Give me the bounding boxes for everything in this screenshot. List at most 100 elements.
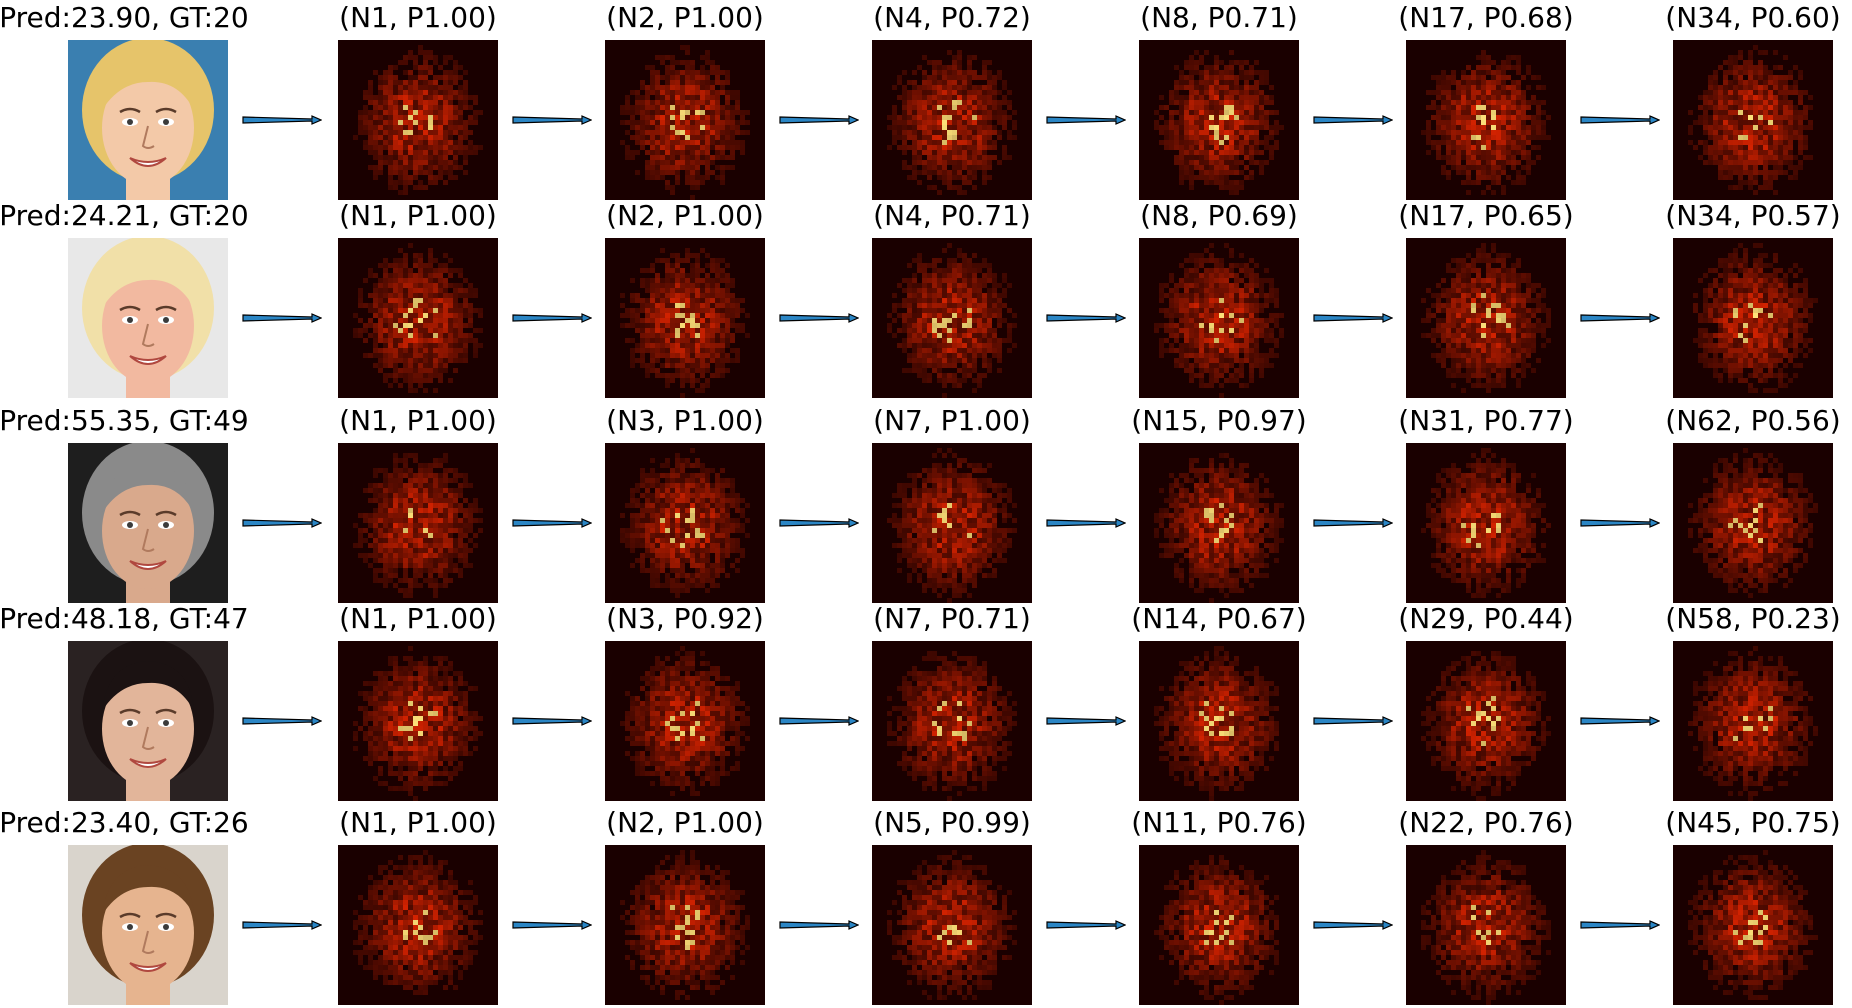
heatmap-image [1673,443,1833,603]
heatmap-label: (N17, P0.68) [1398,1,1574,34]
arrow-icon [242,312,322,324]
heatmap-label: (N17, P0.65) [1398,199,1574,232]
face-label: Pred:24.21, GT:20 [0,199,249,232]
heatmap-image [605,40,765,200]
heatmap-label: (N22, P0.76) [1398,806,1574,839]
face-image [68,40,228,200]
arrow-icon [242,919,322,931]
arrow-icon [1580,715,1660,727]
heatmap-image [872,238,1032,398]
arrow-icon [779,517,859,529]
heatmap-label: (N15, P0.97) [1131,404,1307,437]
heatmap-image [605,238,765,398]
heatmap-image [1673,641,1833,801]
arrow-icon [1046,114,1126,126]
heatmap-image [338,845,498,1005]
face-image [68,641,228,801]
arrow-icon [1046,919,1126,931]
heatmap-label: (N4, P0.71) [873,199,1031,232]
face-label: Pred:48.18, GT:47 [0,602,249,635]
heatmap-label: (N3, P1.00) [606,404,764,437]
heatmap-image [1673,238,1833,398]
face-image [68,443,228,603]
heatmap-image [605,641,765,801]
heatmap-image [1406,238,1566,398]
arrow-icon [242,114,322,126]
heatmap-image [1673,845,1833,1005]
arrow-icon [779,312,859,324]
arrow-icon [512,517,592,529]
arrow-icon [1313,715,1393,727]
heatmap-label: (N7, P0.71) [873,602,1031,635]
arrow-icon [512,715,592,727]
heatmap-image [338,40,498,200]
heatmap-image [1139,443,1299,603]
arrow-icon [779,919,859,931]
heatmap-image [1673,40,1833,200]
arrow-icon [242,517,322,529]
heatmap-image [872,641,1032,801]
heatmap-label: (N5, P0.99) [873,806,1031,839]
heatmap-label: (N34, P0.57) [1665,199,1841,232]
heatmap-label: (N2, P1.00) [606,1,764,34]
face-label: Pred:55.35, GT:49 [0,404,249,437]
heatmap-image [338,238,498,398]
heatmap-image [1406,641,1566,801]
heatmap-label: (N1, P1.00) [339,404,497,437]
heatmap-label: (N8, P0.71) [1140,1,1298,34]
arrow-icon [512,919,592,931]
heatmap-label: (N1, P1.00) [339,199,497,232]
arrow-icon [779,114,859,126]
heatmap-label: (N14, P0.67) [1131,602,1307,635]
heatmap-image [1139,40,1299,200]
heatmap-label: (N4, P0.72) [873,1,1031,34]
heatmap-image [1406,845,1566,1005]
face-label: Pred:23.40, GT:26 [0,806,249,839]
heatmap-label: (N29, P0.44) [1398,602,1574,635]
heatmap-image [1406,443,1566,603]
heatmap-label: (N1, P1.00) [339,1,497,34]
arrow-icon [1046,715,1126,727]
heatmap-image [872,40,1032,200]
face-image [68,845,228,1005]
arrow-icon [1313,312,1393,324]
face-label: Pred:23.90, GT:20 [0,1,249,34]
heatmap-label: (N7, P1.00) [873,404,1031,437]
heatmap-label: (N1, P1.00) [339,806,497,839]
arrow-icon [512,114,592,126]
arrow-icon [1580,114,1660,126]
heatmap-label: (N1, P1.00) [339,602,497,635]
heatmap-label: (N11, P0.76) [1131,806,1307,839]
arrow-icon [1313,919,1393,931]
heatmap-label: (N62, P0.56) [1665,404,1841,437]
heatmap-label: (N3, P0.92) [606,602,764,635]
heatmap-image [872,845,1032,1005]
heatmap-label: (N2, P1.00) [606,199,764,232]
heatmap-image [338,443,498,603]
arrow-icon [1313,114,1393,126]
heatmap-label: (N2, P1.00) [606,806,764,839]
heatmap-image [605,845,765,1005]
heatmap-label: (N34, P0.60) [1665,1,1841,34]
heatmap-image [338,641,498,801]
heatmap-image [1139,238,1299,398]
arrow-icon [1580,312,1660,324]
arrow-icon [1313,517,1393,529]
heatmap-image [1406,40,1566,200]
heatmap-label: (N8, P0.69) [1140,199,1298,232]
arrow-icon [242,715,322,727]
arrow-icon [1046,312,1126,324]
arrow-icon [1580,919,1660,931]
heatmap-image [605,443,765,603]
heatmap-label: (N45, P0.75) [1665,806,1841,839]
heatmap-image [1139,641,1299,801]
arrow-icon [779,715,859,727]
arrow-icon [512,312,592,324]
arrow-icon [1046,517,1126,529]
face-image [68,238,228,398]
heatmap-image [872,443,1032,603]
heatmap-label: (N31, P0.77) [1398,404,1574,437]
heatmap-image [1139,845,1299,1005]
arrow-icon [1580,517,1660,529]
